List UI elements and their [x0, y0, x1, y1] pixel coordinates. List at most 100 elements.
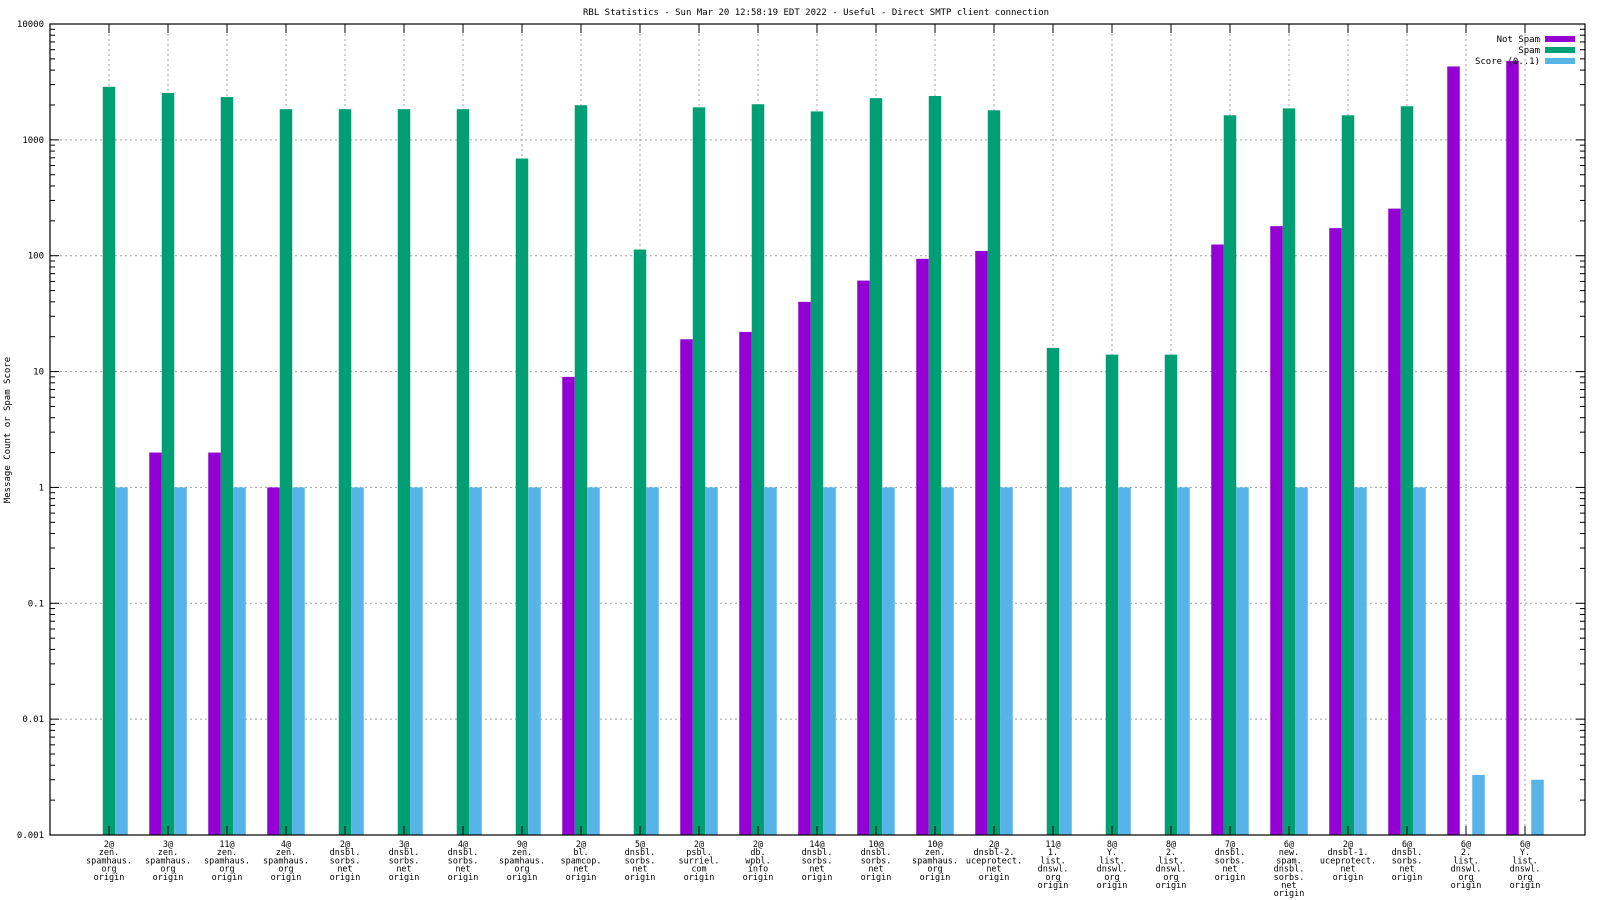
x-tick-label: 2. [1461, 848, 1471, 858]
axes: 0.0010.010.11101001000100002@zen.spamhau… [17, 20, 1586, 899]
x-tick-label: origin [1097, 881, 1128, 891]
x-tick-label: origin [625, 873, 656, 883]
legend-swatch [1545, 47, 1575, 53]
x-tick-label: net [809, 865, 824, 875]
bar-spam [397, 109, 411, 836]
x-tick-label: net [337, 865, 352, 875]
x-tick-label: 8@ [1166, 840, 1176, 850]
x-tick-label: list. [1512, 856, 1538, 866]
x-tick-label: origin [153, 873, 184, 883]
x-tick-label: 2@ [576, 840, 586, 850]
x-tick-label: net [1281, 881, 1296, 891]
bar-score [646, 487, 659, 835]
x-tick-label: 6@ [1284, 840, 1294, 850]
x-tick-label: origin [448, 873, 479, 883]
x-tick-label: 2@ [989, 840, 999, 850]
bar-score [823, 487, 836, 835]
bar-spam [810, 111, 824, 836]
x-tick-label: net [1399, 865, 1414, 875]
x-tick-label: 6@ [1520, 840, 1530, 850]
x-tick-label: sorbs. [389, 856, 420, 866]
x-tick-label: dnswl. [1510, 865, 1541, 875]
bar-score [1059, 487, 1072, 835]
x-tick-label: org [278, 865, 293, 875]
bar-spam [161, 92, 175, 835]
y-tick-label: 100 [28, 252, 44, 262]
x-tick-label: com [691, 865, 706, 875]
y-tick-label: 1000 [22, 136, 44, 146]
x-tick-label: 10@ [927, 840, 942, 850]
x-tick-label: spamhaus. [145, 856, 191, 866]
x-tick-label: 10@ [868, 840, 883, 850]
bar-score [1177, 487, 1190, 835]
x-tick-label: dnswl. [1451, 865, 1482, 875]
x-tick-label: 5@ [635, 840, 645, 850]
x-tick-label: new. [1279, 848, 1299, 858]
x-tick-label: sorbs. [1215, 856, 1246, 866]
x-tick-label: 6@ [1402, 840, 1412, 850]
bar-spam [987, 110, 1001, 836]
bar-not-spam [208, 452, 221, 835]
x-tick-label: dnsbl. [802, 848, 833, 858]
x-tick-label: 6@ [1461, 840, 1471, 850]
x-tick-label: dnsbl-1. [1328, 848, 1369, 858]
legend-swatch [1545, 58, 1575, 64]
x-tick-label: origin [330, 873, 361, 883]
y-tick-label: 10 [33, 368, 44, 378]
x-tick-label: zen. [512, 848, 532, 858]
bar-score [1472, 774, 1485, 835]
bar-score [1295, 487, 1308, 835]
y-axis-label: Message Count or Spam Score [3, 357, 13, 503]
bar-spam [1164, 354, 1178, 835]
x-tick-label: net [396, 865, 411, 875]
bar-not-spam [857, 280, 870, 836]
x-tick-label: 2@ [104, 840, 114, 850]
y-tick-label: 0.001 [17, 831, 44, 841]
x-tick-label: net [986, 865, 1001, 875]
bar-spam [633, 249, 647, 836]
x-tick-label: Y. [1520, 848, 1530, 858]
x-tick-label: org [160, 865, 175, 875]
x-tick-label: dnsbl. [448, 848, 479, 858]
bar-not-spam [1211, 244, 1224, 835]
x-tick-label: Y. [1107, 848, 1117, 858]
x-tick-label: zen. [158, 848, 178, 858]
legend-label: Score (0..1) [1475, 57, 1540, 67]
legend-label: Not Spam [1497, 35, 1540, 45]
x-tick-label: dnsbl-2. [974, 848, 1015, 858]
bar-score [174, 487, 187, 835]
x-tick-label: spamhaus. [912, 856, 958, 866]
x-tick-label: origin [1274, 889, 1305, 899]
x-tick-label: spamhaus. [86, 856, 132, 866]
x-tick-label: uceprotect. [966, 856, 1022, 866]
x-tick-label: net [455, 865, 470, 875]
bar-score [115, 487, 128, 835]
x-tick-label: spamhaus. [263, 856, 309, 866]
x-tick-label: list. [1099, 856, 1125, 866]
x-tick-label: dnsbl. [330, 848, 361, 858]
bar-score [351, 487, 364, 835]
x-tick-label: 9@ [517, 840, 527, 850]
x-tick-label: dnsbl. [625, 848, 656, 858]
x-tick-label: net [573, 865, 588, 875]
x-tick-label: spamhaus. [204, 856, 250, 866]
bar-score [528, 487, 541, 835]
x-tick-label: net [1222, 865, 1237, 875]
legend-swatch [1545, 36, 1575, 42]
x-tick-label: net [868, 865, 883, 875]
x-tick-label: origin [920, 873, 951, 883]
bar-score [882, 487, 895, 835]
x-tick-label: zen. [276, 848, 296, 858]
x-tick-label: 2@ [694, 840, 704, 850]
x-tick-label: dnsbl. [1215, 848, 1246, 858]
x-tick-label: wpbl. [745, 856, 771, 866]
bar-spam [338, 109, 352, 836]
bar-not-spam [739, 331, 752, 835]
x-tick-label: 2@ [753, 840, 763, 850]
bar-spam [574, 105, 588, 835]
bar-score [1000, 487, 1013, 835]
y-tick-label: 0.01 [22, 715, 44, 725]
x-tick-label: 2. [1166, 848, 1176, 858]
bar-spam [928, 96, 942, 836]
